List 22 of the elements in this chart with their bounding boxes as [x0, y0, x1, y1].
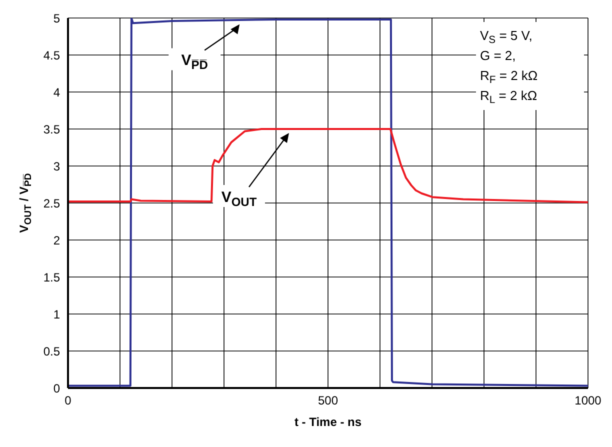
annotation: G = 2, — [480, 48, 516, 63]
annotation: V$_{S}$ = 5 V, — [480, 28, 532, 46]
x-tick-label: 500 — [318, 394, 338, 408]
annotation: V$_{OUT}$ — [221, 189, 258, 209]
x-axis-title: t - Time - ns — [294, 415, 362, 429]
y-tick-label: 1.5 — [43, 270, 60, 284]
y-tick-label: 3.5 — [43, 122, 60, 136]
y-tick-label: 2.5 — [43, 196, 60, 210]
x-tick-label: 1000 — [574, 394, 602, 408]
line-series — [68, 18, 588, 387]
y-tick-label: 0 — [53, 381, 60, 396]
y-tick-label: 2 — [53, 233, 60, 248]
annotation: V$_{P̅D̅}$ — [181, 52, 208, 72]
y-tick-label: 5 — [53, 11, 60, 26]
y-tick-label: 4.5 — [43, 48, 60, 62]
y-tick-label: 0.5 — [43, 344, 60, 358]
annotation: R$_{L}$ = 2 kΩ — [480, 88, 538, 106]
y-tick-label: 1 — [53, 307, 60, 322]
y-tick-label: 3 — [53, 159, 60, 174]
y-tick-label: 4 — [53, 85, 60, 100]
x-tick-label: 0 — [64, 394, 72, 408]
annotation: R$_{F}$ = 2 kΩ — [480, 68, 538, 86]
